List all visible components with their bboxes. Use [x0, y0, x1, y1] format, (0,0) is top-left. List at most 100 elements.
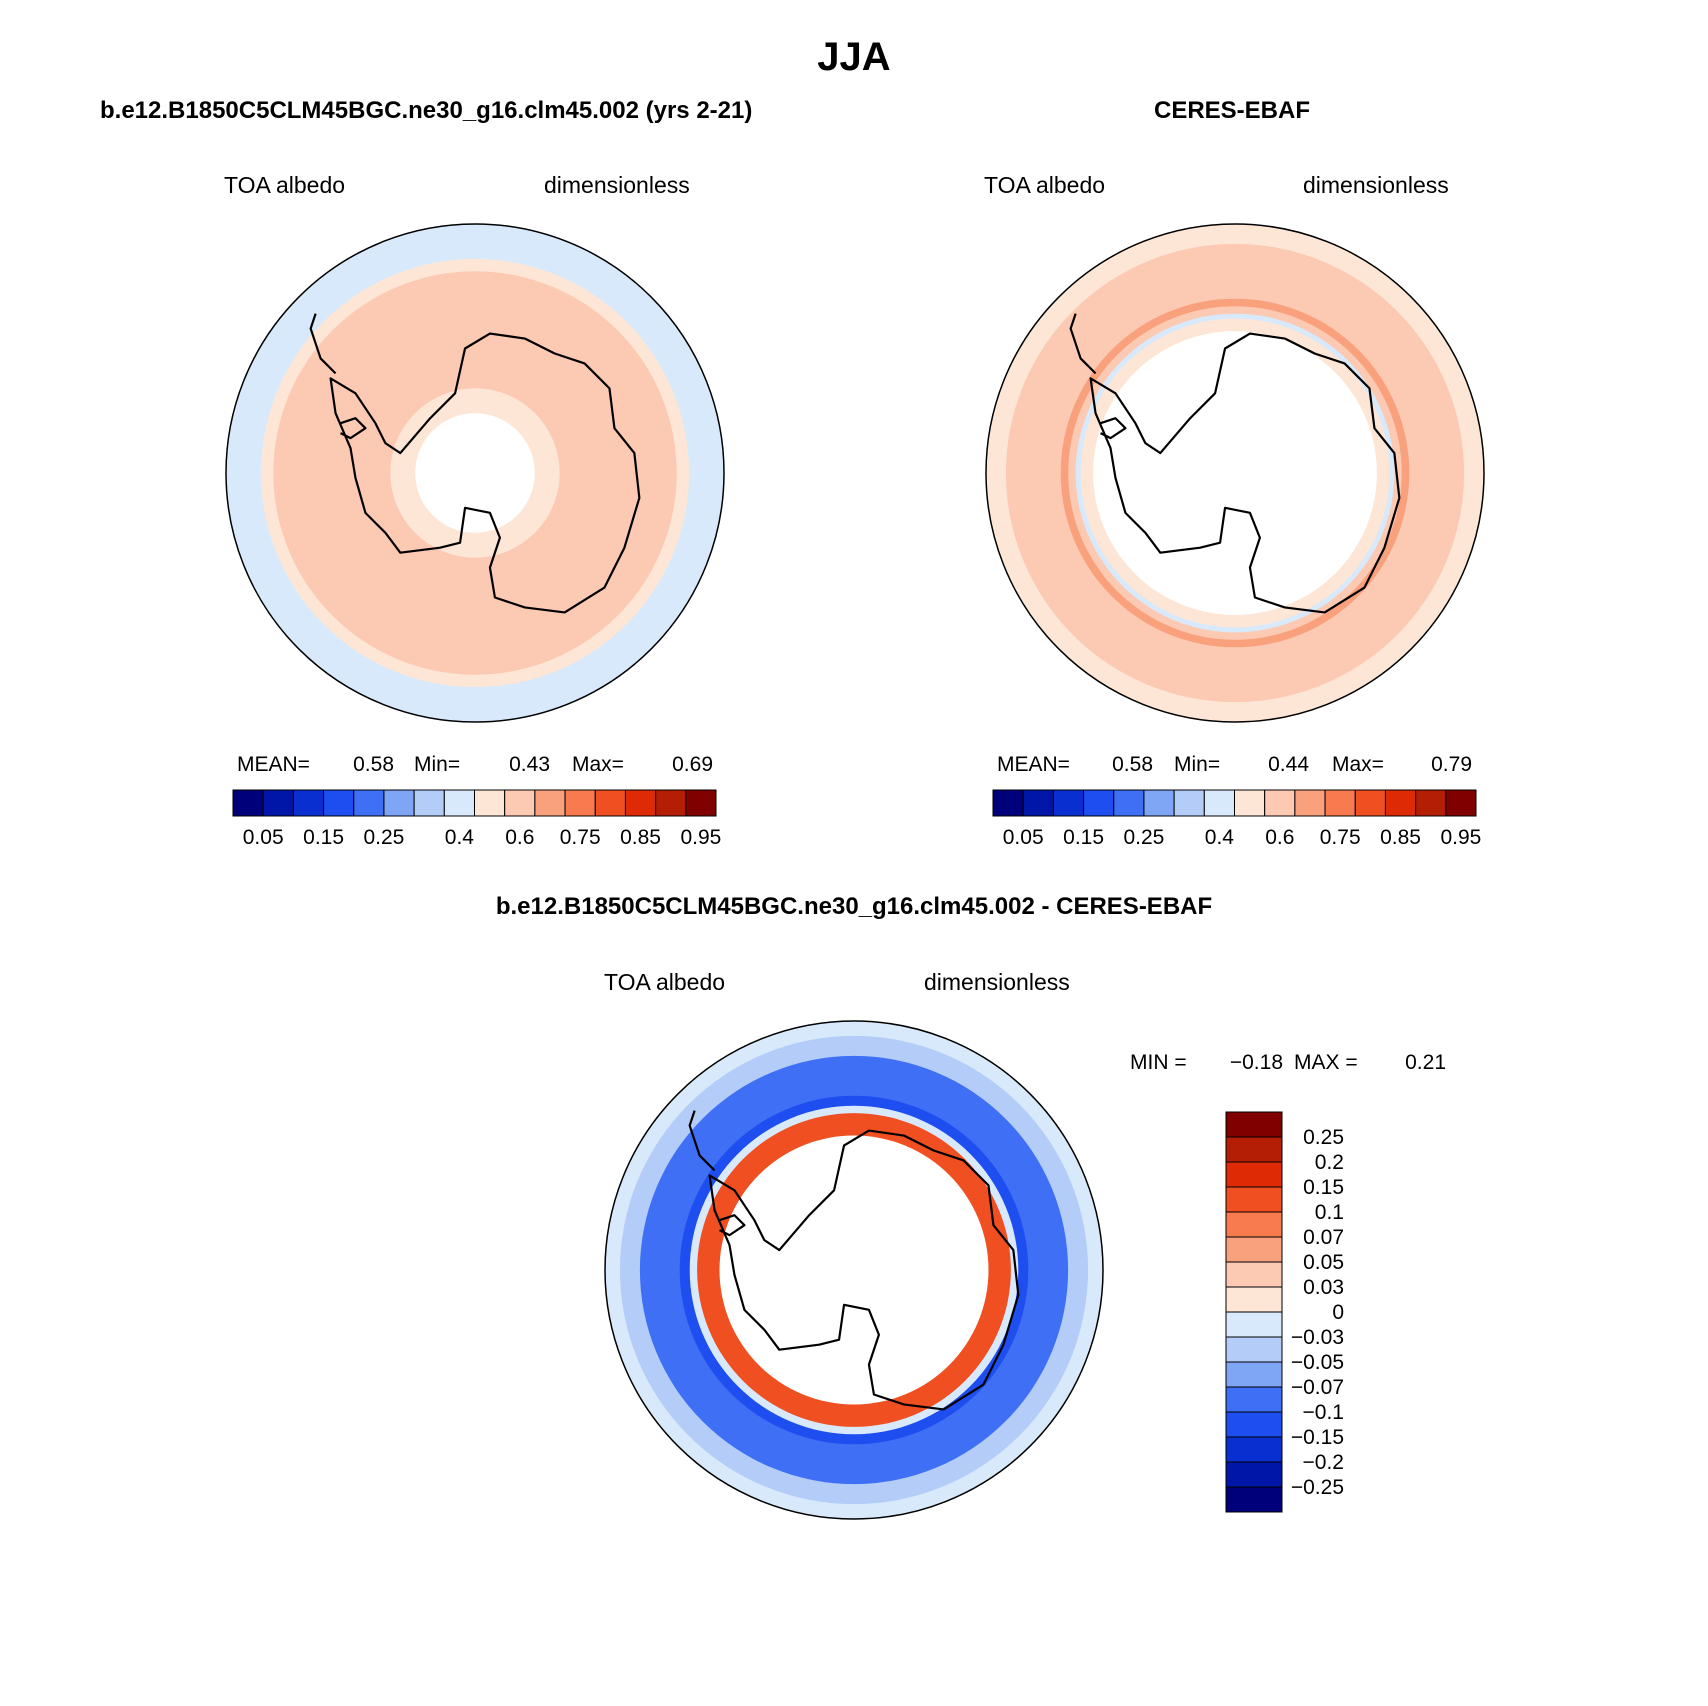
colorbar-tick-label: 0.95 — [680, 826, 721, 849]
colorbar-tick-label: −0.05 — [1291, 1351, 1344, 1374]
panel-obs: CERES-EBAF TOA albedo dimensionless MEAN… — [984, 97, 1484, 849]
colorbar-tick-label: 0.05 — [1003, 826, 1044, 849]
min-label: Min= — [1174, 753, 1220, 776]
colorbar-swatch-8 — [1234, 789, 1266, 817]
colorbar-tick-label: 0.25 — [1303, 1126, 1344, 1149]
colorbar-swatch-12 — [594, 789, 626, 817]
colorbar-tick-label: 0.85 — [620, 826, 661, 849]
colorbar-swatch-3 — [1225, 1186, 1283, 1213]
min-value: −0.18 — [1230, 1051, 1283, 1074]
colorbar-swatch-0 — [232, 789, 264, 817]
units-label: dimensionless — [544, 172, 690, 198]
stats-row: MEAN= 0.58 Min= 0.43 Max= 0.69 — [237, 753, 713, 776]
colorbar-swatch-1 — [1022, 789, 1054, 817]
colorbar-tick-label: 0.15 — [303, 826, 344, 849]
colorbar-tick-label: −0.25 — [1291, 1476, 1344, 1499]
contour-band-6 — [719, 1135, 989, 1405]
panel-title: b.e12.B1850C5CLM45BGC.ne30_g16.clm45.002… — [100, 97, 752, 124]
polar-map — [226, 224, 724, 722]
colorbar-swatch-3 — [323, 789, 355, 817]
colorbar-swatch-7 — [443, 789, 475, 817]
colorbar-swatch-10 — [1294, 789, 1326, 817]
colorbar-swatch-10 — [534, 789, 566, 817]
max-label: MAX = — [1294, 1051, 1358, 1074]
colorbar-swatch-15 — [1225, 1486, 1283, 1513]
colorbar-swatch-1 — [262, 789, 294, 817]
colorbar-tick-label: −0.07 — [1291, 1376, 1344, 1399]
colorbar-swatch-14 — [655, 789, 687, 817]
min-value: 0.43 — [509, 753, 550, 776]
colorbar-tick-label: 0.4 — [445, 826, 475, 849]
colorbar-swatch-9 — [1264, 789, 1296, 817]
colorbar-swatch-2 — [292, 789, 325, 817]
colorbar-swatch-14 — [1225, 1461, 1283, 1488]
contour-band-4 — [415, 413, 535, 533]
colorbar-swatch-4 — [1113, 789, 1145, 817]
colorbar-swatch-9 — [1225, 1336, 1283, 1363]
max-value: 0.79 — [1431, 753, 1472, 776]
colorbar-swatch-2 — [1225, 1161, 1283, 1188]
panel-model: b.e12.B1850C5CLM45BGC.ne30_g16.clm45.002… — [100, 97, 752, 849]
min-label: Min= — [414, 753, 460, 776]
colorbar-swatch-13 — [1225, 1436, 1283, 1463]
colorbar-swatch-2 — [1052, 789, 1085, 817]
colorbar-tick-label: −0.2 — [1303, 1451, 1344, 1474]
mean-value: 0.58 — [1112, 753, 1153, 776]
units-label: dimensionless — [924, 969, 1070, 995]
colorbar-swatch-13 — [1384, 789, 1417, 817]
colorbar-tick-label: 0.6 — [505, 826, 534, 849]
colorbar-swatch-7 — [1203, 789, 1236, 817]
variable-label: TOA albedo — [224, 172, 345, 198]
colorbar-swatch-7 — [1225, 1286, 1283, 1313]
variable-label: TOA albedo — [984, 172, 1105, 198]
colorbar-swatch-0 — [992, 789, 1024, 817]
min-value: 0.44 — [1268, 753, 1309, 776]
colorbar-tick-label: 0 — [1332, 1301, 1344, 1324]
map-boundary — [225, 223, 725, 723]
colorbar: 0.05 0.15 0.25 0.4 0.6 0.75 0.85 0.95 — [232, 789, 721, 849]
map-boundary — [604, 1020, 1104, 1520]
colorbar-swatch-0 — [1225, 1111, 1283, 1138]
max-label: Max= — [572, 753, 624, 776]
colorbar-tick-label: 0.6 — [1265, 826, 1294, 849]
max-label: Max= — [1332, 753, 1384, 776]
colorbar-tick-label: 0.07 — [1303, 1226, 1344, 1249]
panel-title: CERES-EBAF — [1154, 97, 1310, 124]
colorbar-tick-label: −0.03 — [1291, 1326, 1344, 1349]
colorbar-swatch-4 — [1225, 1211, 1283, 1238]
colorbar-tick-label: 0.75 — [1320, 826, 1361, 849]
colorbar-tick-label: 0.85 — [1380, 826, 1421, 849]
colorbar-tick-label: 0.05 — [243, 826, 284, 849]
map-boundary — [985, 223, 1485, 723]
colorbar-swatch-8 — [474, 789, 506, 817]
colorbar-swatch-11 — [564, 789, 596, 817]
colorbar-swatch-12 — [1354, 789, 1386, 817]
contour-band-6 — [1093, 331, 1377, 615]
colorbar-swatch-8 — [1225, 1311, 1283, 1338]
colorbar: 0.05 0.15 0.25 0.4 0.6 0.75 0.85 0.95 — [992, 789, 1481, 849]
colorbar-tick-label: −0.15 — [1291, 1426, 1344, 1449]
figure-title: JJA — [817, 35, 890, 79]
stats-row: MEAN= 0.58 Min= 0.44 Max= 0.79 — [997, 753, 1472, 776]
colorbar-swatch-15 — [685, 789, 717, 817]
colorbar-swatch-11 — [1324, 789, 1356, 817]
colorbar-swatch-5 — [383, 789, 415, 817]
min-label: MIN = — [1130, 1051, 1187, 1074]
colorbar-swatch-6 — [1225, 1261, 1283, 1288]
colorbar-swatch-12 — [1225, 1411, 1283, 1438]
colorbar-swatch-1 — [1225, 1136, 1283, 1163]
colorbar: 0.250.20.150.10.070.050.030−0.03−0.05−0.… — [1225, 1111, 1344, 1513]
colorbar-tick-label: −0.1 — [1303, 1401, 1344, 1424]
stats-row: MIN = −0.18 MAX = 0.21 — [1130, 1051, 1446, 1074]
mean-label: MEAN= — [997, 753, 1070, 776]
colorbar-swatch-9 — [504, 789, 536, 817]
variable-label: TOA albedo — [604, 969, 725, 995]
colorbar-swatch-15 — [1445, 789, 1477, 817]
polar-map — [605, 1021, 1103, 1519]
colorbar-tick-label: 0.75 — [560, 826, 601, 849]
colorbar-tick-label: 0.2 — [1315, 1151, 1344, 1174]
colorbar-tick-label: 0.4 — [1205, 826, 1235, 849]
colorbar-swatch-13 — [624, 789, 657, 817]
polar-map — [986, 224, 1484, 722]
